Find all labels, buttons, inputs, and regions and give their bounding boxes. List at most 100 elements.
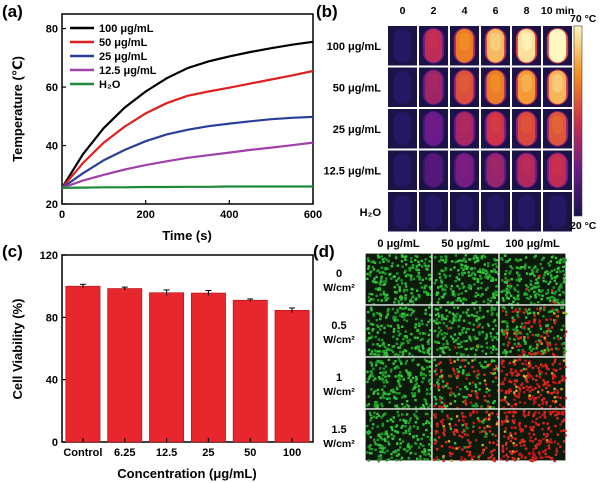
cell-dot: [494, 278, 497, 281]
cell-dot: [394, 404, 397, 408]
cell-dot: [486, 364, 489, 367]
cell-dot: [534, 421, 537, 424]
cell-dot: [478, 454, 482, 457]
cell-dot: [520, 454, 524, 457]
cell-dot: [416, 275, 419, 278]
cell-dot: [555, 369, 558, 372]
cell-dot: [404, 429, 408, 433]
cell-dot: [470, 456, 474, 459]
cell-dot: [448, 311, 451, 314]
cell-dot: [445, 255, 448, 258]
cell-dot: [458, 446, 461, 449]
cell-dot: [381, 374, 385, 377]
cell-dot: [519, 332, 523, 335]
cell-dot: [554, 406, 558, 410]
cell-dot: [437, 321, 440, 324]
cell-dot: [471, 365, 474, 369]
cell-dot: [475, 256, 478, 259]
cell-dot: [367, 445, 370, 448]
cell-dot: [415, 317, 418, 321]
cell-dot: [461, 271, 464, 274]
cell-dot: [556, 335, 560, 338]
cell-dot: [538, 371, 541, 374]
cell-dot: [418, 446, 421, 449]
cell-dot: [452, 369, 456, 372]
thermal-tube: [455, 195, 474, 229]
cell-dot: [554, 424, 557, 428]
cell-dot: [453, 372, 456, 375]
cell-dot: [469, 453, 472, 456]
cell-dot: [488, 425, 492, 429]
cell-dot: [460, 355, 463, 358]
cell-dot: [381, 447, 385, 451]
cell-dot: [544, 435, 548, 439]
cell-dot: [434, 256, 437, 259]
cell-dot: [394, 316, 397, 319]
cell-dot: [554, 400, 558, 403]
cell-dot: [381, 271, 385, 274]
cell-dot: [473, 302, 477, 305]
cell-dot: [380, 360, 383, 363]
cell-dot: [374, 350, 377, 353]
cell-dot: [529, 458, 532, 462]
x-axis-label: Time (s): [162, 228, 212, 243]
cell-dot: [505, 313, 508, 316]
cell-dot: [392, 317, 395, 320]
cell-dot: [496, 338, 499, 341]
cell-dot: [505, 441, 508, 444]
cell-dot: [456, 407, 459, 410]
cell-dot: [440, 281, 444, 284]
cell-dot: [520, 439, 524, 442]
cell-dot: [513, 444, 516, 448]
cell-dot: [537, 423, 540, 426]
cell-dot: [544, 448, 548, 451]
cell-dot: [500, 420, 504, 423]
x-tick-label: 6.25: [114, 447, 135, 459]
cell-dot: [481, 316, 484, 319]
cell-dot: [461, 431, 464, 434]
cell-dot: [380, 299, 383, 302]
cell-dot: [421, 366, 424, 369]
cell-dot: [514, 437, 517, 441]
cell-dot: [505, 296, 509, 299]
cell-dot: [428, 373, 432, 377]
cell-dot: [427, 264, 430, 268]
cell-dot: [502, 421, 505, 424]
cell-dot: [409, 299, 412, 303]
cell-dot: [550, 256, 554, 259]
cell-dot: [424, 400, 428, 404]
cell-dot: [446, 382, 449, 385]
cell-dot: [503, 329, 506, 333]
cell-dot: [367, 348, 371, 351]
cell-dot: [479, 294, 483, 298]
cell-dot: [459, 263, 463, 266]
cell-dot: [531, 420, 534, 423]
cell-dot: [491, 458, 494, 462]
cell-dot: [479, 431, 482, 434]
cell-dot: [494, 376, 497, 379]
cell-dot: [549, 318, 552, 321]
cell-dot: [492, 401, 495, 404]
cell-dot: [472, 277, 475, 280]
cell-dot: [377, 414, 380, 417]
cell-dot: [514, 308, 518, 311]
cell-dot: [401, 440, 405, 443]
cell-dot: [413, 336, 417, 339]
cell-dot: [407, 442, 410, 446]
cell-dot: [560, 379, 564, 382]
cell-dot: [547, 282, 550, 286]
cell-dot: [523, 444, 526, 447]
cell-dot: [467, 271, 470, 274]
cell-dot: [541, 365, 545, 368]
cell-dot: [502, 289, 505, 293]
cell-dot: [400, 375, 403, 378]
cell-dot: [424, 312, 427, 315]
power-density-value: 1.5: [331, 424, 346, 436]
cell-dot: [406, 371, 409, 374]
cell-dot: [496, 389, 500, 392]
cell-dot: [544, 416, 547, 419]
cell-dot: [559, 396, 562, 400]
cell-dot: [436, 422, 439, 425]
cell-dot: [373, 277, 376, 280]
cell-dot: [530, 353, 533, 356]
